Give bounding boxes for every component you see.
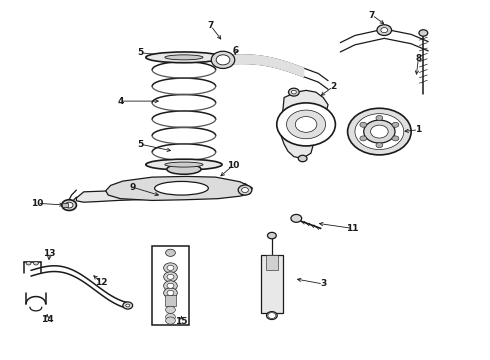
Text: 8: 8 — [416, 54, 421, 63]
Text: 3: 3 — [320, 279, 326, 288]
Circle shape — [360, 122, 367, 127]
Circle shape — [167, 265, 174, 270]
Ellipse shape — [62, 200, 76, 211]
Bar — [152, 246, 189, 325]
Ellipse shape — [165, 55, 203, 60]
Polygon shape — [76, 184, 250, 202]
Ellipse shape — [165, 162, 203, 167]
Circle shape — [166, 249, 175, 256]
Circle shape — [295, 117, 317, 132]
Circle shape — [166, 314, 175, 320]
Text: 2: 2 — [330, 82, 336, 91]
Ellipse shape — [381, 28, 388, 33]
Circle shape — [376, 116, 383, 121]
Bar — [165, 296, 176, 306]
Circle shape — [355, 114, 404, 149]
Ellipse shape — [298, 155, 307, 162]
Bar — [266, 255, 278, 270]
Bar — [261, 255, 283, 313]
Circle shape — [392, 122, 399, 127]
Polygon shape — [280, 90, 328, 158]
Text: 13: 13 — [43, 249, 56, 258]
Text: 10: 10 — [226, 161, 239, 170]
Ellipse shape — [377, 25, 392, 36]
Ellipse shape — [268, 232, 276, 239]
Circle shape — [277, 103, 335, 146]
Text: 11: 11 — [346, 224, 359, 233]
Ellipse shape — [242, 188, 248, 193]
Text: 6: 6 — [232, 46, 238, 55]
Circle shape — [164, 263, 177, 273]
Ellipse shape — [211, 51, 235, 68]
Circle shape — [164, 272, 177, 282]
Ellipse shape — [123, 302, 133, 309]
Text: 5: 5 — [137, 140, 143, 149]
Ellipse shape — [126, 304, 130, 307]
Text: 4: 4 — [117, 96, 123, 105]
Circle shape — [392, 136, 399, 141]
Text: 9: 9 — [129, 183, 136, 192]
Circle shape — [166, 306, 175, 314]
Text: 5: 5 — [137, 48, 143, 57]
Circle shape — [33, 261, 38, 265]
Text: 14: 14 — [41, 315, 53, 324]
Ellipse shape — [289, 88, 299, 96]
Circle shape — [287, 110, 326, 139]
Circle shape — [370, 125, 388, 138]
Circle shape — [376, 143, 383, 148]
Circle shape — [26, 261, 31, 265]
Polygon shape — [106, 176, 252, 201]
Ellipse shape — [292, 90, 296, 94]
Text: 10: 10 — [31, 199, 44, 208]
Ellipse shape — [419, 30, 428, 36]
Text: 12: 12 — [95, 278, 107, 287]
Circle shape — [164, 288, 177, 298]
Ellipse shape — [238, 185, 252, 195]
Circle shape — [166, 317, 175, 324]
Circle shape — [167, 283, 174, 288]
Ellipse shape — [291, 215, 302, 222]
Circle shape — [347, 108, 411, 155]
Text: 15: 15 — [175, 317, 188, 326]
Ellipse shape — [146, 159, 222, 170]
Bar — [62, 203, 68, 207]
Text: 7: 7 — [369, 10, 375, 19]
Ellipse shape — [216, 55, 230, 65]
Circle shape — [167, 274, 174, 279]
Text: 7: 7 — [208, 21, 214, 30]
Circle shape — [164, 281, 177, 291]
Circle shape — [364, 120, 395, 143]
Circle shape — [360, 136, 367, 141]
Ellipse shape — [146, 52, 222, 63]
Text: 1: 1 — [416, 125, 421, 134]
Circle shape — [268, 313, 276, 319]
Ellipse shape — [267, 312, 277, 319]
Circle shape — [167, 291, 174, 296]
Polygon shape — [223, 55, 304, 77]
Ellipse shape — [65, 202, 73, 208]
Ellipse shape — [155, 181, 208, 195]
Ellipse shape — [167, 164, 201, 174]
